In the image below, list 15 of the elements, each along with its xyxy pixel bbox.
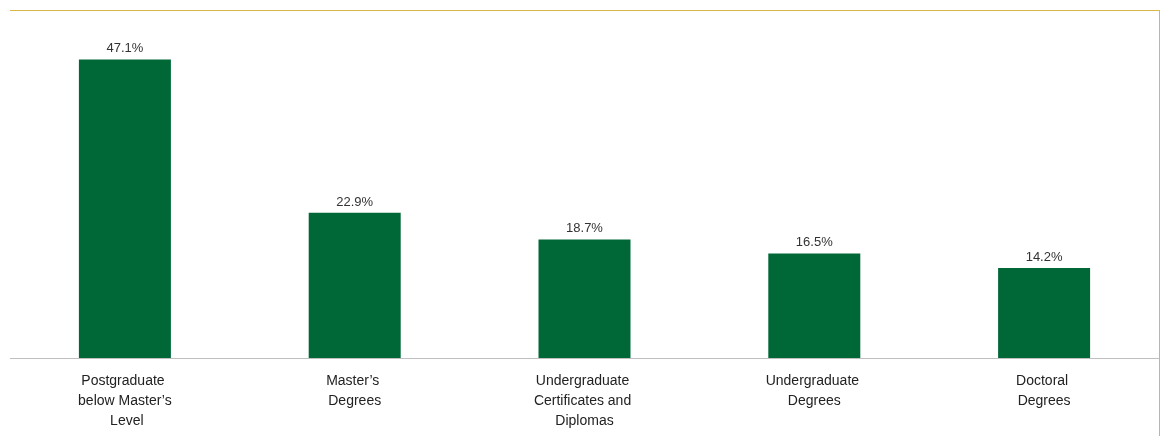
- x-tick-label: Master’s Degrees: [326, 372, 384, 408]
- data-label: 16.5%: [795, 234, 834, 250]
- bar: [308, 212, 401, 358]
- data-label: 18.7%: [566, 220, 604, 236]
- bar: [78, 59, 171, 358]
- x-tick-label: Undergraduate Certificates and Diplomas: [533, 372, 636, 428]
- bar: [998, 267, 1091, 358]
- data-label: 47.1%: [106, 40, 144, 56]
- x-tick-label: Undergraduate Degrees: [765, 372, 863, 408]
- x-tick-label: Postgraduate below Master’s Level: [78, 372, 172, 428]
- data-label: 22.9%: [336, 193, 374, 209]
- bar: [768, 253, 861, 358]
- bar: [538, 239, 631, 358]
- data-label: 14.2%: [1025, 248, 1063, 264]
- x-tick-label: Doctoral Degrees: [1016, 372, 1073, 408]
